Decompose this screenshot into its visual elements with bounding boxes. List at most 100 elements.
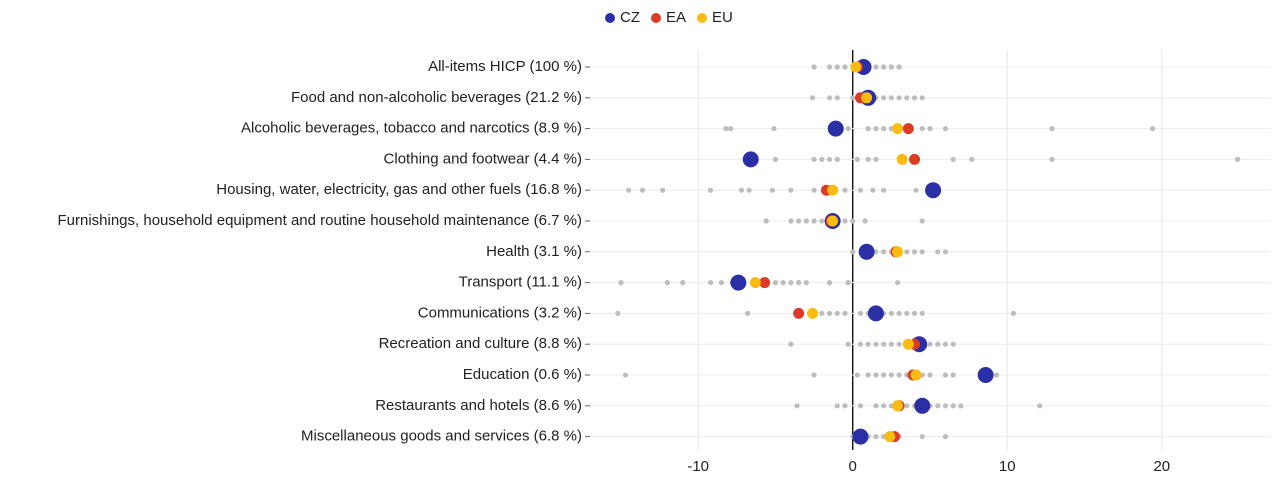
other-dot — [811, 156, 817, 162]
other-dot — [862, 218, 868, 224]
other-dot — [811, 218, 817, 224]
other-dot — [969, 156, 975, 162]
dot — [914, 397, 931, 414]
other-dot — [881, 64, 887, 70]
legend-label: CZ — [620, 9, 640, 26]
dot — [793, 307, 805, 319]
other-dot — [615, 310, 621, 316]
other-dot — [796, 280, 802, 286]
other-dot — [845, 341, 851, 347]
other-dot — [723, 126, 729, 132]
legend-label: EA — [666, 9, 686, 26]
other-dot — [896, 310, 902, 316]
other-dot — [842, 310, 848, 316]
other-dot — [894, 280, 901, 286]
other-dot — [788, 341, 794, 347]
other-dot — [811, 372, 817, 378]
other-dot — [865, 341, 871, 347]
other-dot — [680, 280, 686, 286]
other-dot — [660, 187, 666, 193]
other-dot — [738, 187, 745, 193]
other-dot — [865, 372, 871, 378]
dot — [861, 92, 873, 104]
other-dot — [865, 156, 871, 162]
dot — [759, 277, 771, 289]
dot — [892, 123, 904, 135]
other-dot — [771, 126, 777, 132]
other-dot — [896, 64, 902, 70]
other-dot — [794, 403, 800, 409]
other-dot — [942, 434, 949, 440]
other-dot — [919, 126, 925, 132]
other-dot — [772, 280, 779, 286]
y-tick-label: Recreation and culture (8.8 %) — [379, 335, 582, 352]
other-dot — [881, 95, 887, 101]
x-tick-label: 10 — [999, 458, 1016, 475]
other-dot — [1049, 156, 1055, 162]
dot — [827, 184, 839, 196]
other-dot — [942, 403, 949, 409]
other-dot — [881, 126, 887, 132]
other-dot — [834, 95, 840, 101]
other-dot — [850, 95, 856, 101]
other-dot — [850, 218, 856, 224]
other-dot — [873, 372, 879, 378]
other-dot — [911, 249, 918, 255]
other-dot — [896, 341, 902, 347]
other-dot — [873, 434, 879, 440]
other-dot — [707, 187, 714, 193]
other-dot — [1234, 156, 1241, 162]
y-tick-label: Health (3.1 %) — [486, 243, 582, 260]
other-dot — [819, 218, 825, 224]
dot — [749, 277, 761, 289]
dot — [910, 369, 922, 381]
other-dot — [664, 280, 670, 286]
other-dot — [857, 341, 864, 347]
other-dot — [826, 95, 833, 101]
other-dot — [707, 280, 714, 286]
other-dot — [888, 95, 894, 101]
legend-marker — [651, 13, 661, 23]
other-dot — [618, 280, 624, 286]
other-dot — [811, 187, 817, 193]
other-dot — [904, 310, 910, 316]
y-tick-label: Restaurants and hotels (8.6 %) — [375, 397, 582, 414]
other-dot — [850, 249, 856, 255]
other-dot — [919, 434, 925, 440]
other-dot — [904, 249, 910, 255]
other-dot — [927, 126, 933, 132]
other-dot — [865, 126, 871, 132]
other-dot — [873, 341, 879, 347]
other-dot — [935, 249, 941, 255]
dot — [977, 367, 994, 383]
dot — [850, 61, 862, 73]
other-dot — [888, 372, 894, 378]
other-dot — [881, 249, 887, 255]
other-dot — [788, 280, 794, 286]
other-dot — [911, 310, 918, 316]
other-dot — [935, 403, 941, 409]
dot — [884, 431, 896, 443]
y-tick-label: Education (0.6 %) — [463, 366, 582, 383]
other-dot — [788, 187, 794, 193]
dot — [909, 153, 921, 165]
y-tick-label: Miscellaneous goods and services (6.8 %) — [301, 428, 582, 445]
dot — [867, 305, 884, 322]
other-dot — [942, 126, 949, 132]
other-dot — [857, 310, 864, 316]
other-dot — [842, 64, 848, 70]
y-tick-label: All-items HICP (100 %) — [428, 58, 582, 75]
dot — [742, 151, 759, 168]
other-dot — [826, 64, 833, 70]
other-dot — [896, 95, 902, 101]
other-dot — [845, 126, 851, 132]
other-dot — [873, 249, 879, 255]
other-dot — [826, 310, 833, 316]
x-tick-label: -10 — [687, 458, 709, 475]
other-dot — [1049, 126, 1055, 132]
y-tick-label: Housing, water, electricity, gas and oth… — [216, 181, 582, 198]
other-dot — [718, 280, 724, 286]
other-dot — [1037, 403, 1043, 409]
y-tick-label: Clothing and footwear (4.4 %) — [384, 150, 582, 167]
